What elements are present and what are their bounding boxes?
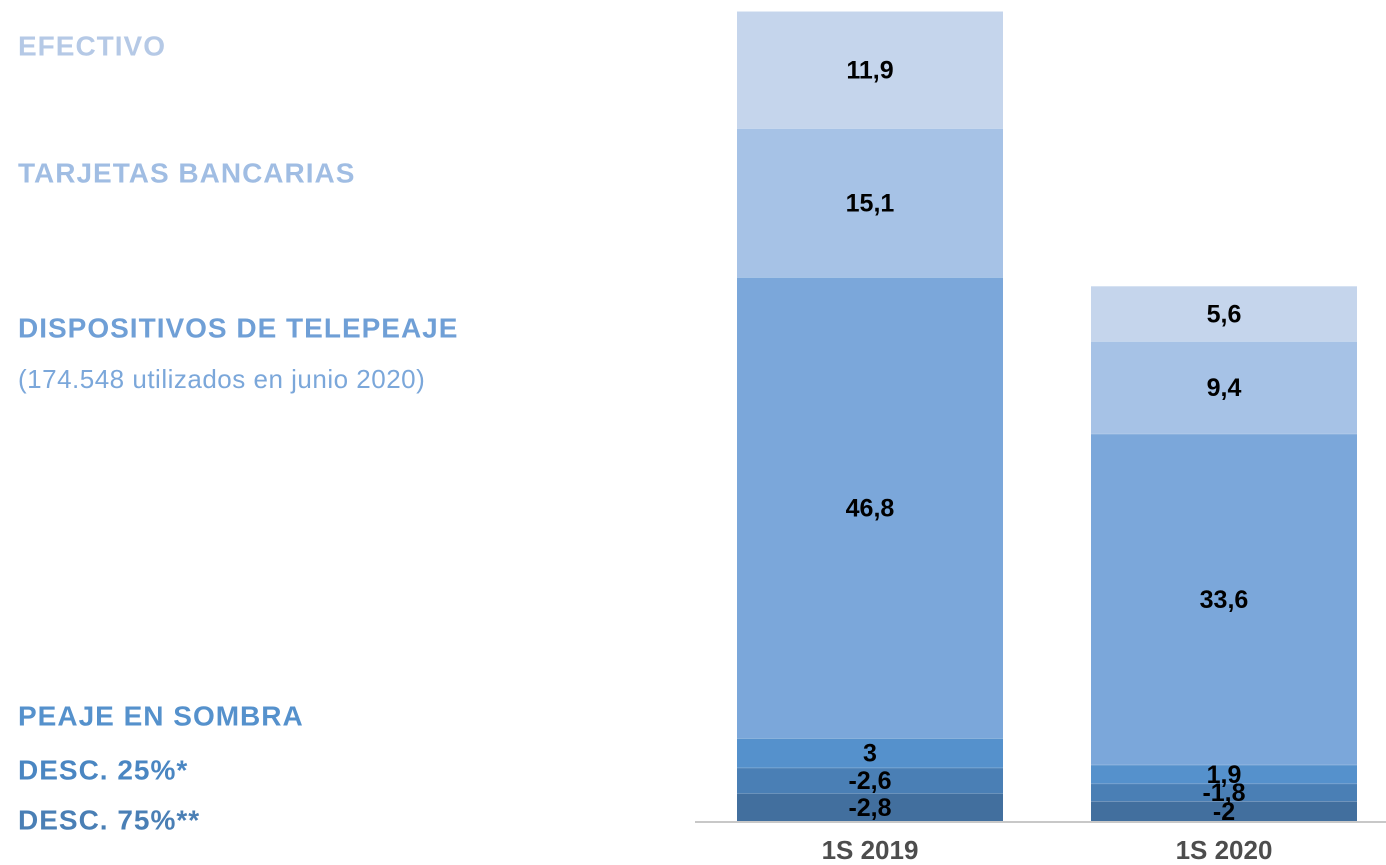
bar-segment [737,128,1003,278]
value-label: 15,1 [846,190,895,218]
bar-segment [1091,433,1357,765]
value-label: -1,8 [1202,779,1245,807]
legend-label: DESC. 25%* [18,754,188,785]
value-label: 33,6 [1200,586,1249,614]
value-label: 46,8 [846,494,895,522]
value-label: -2 [1213,798,1235,826]
annotation: (174.548 utilizados en junio 2020) [18,364,425,394]
bar-segment [1091,341,1357,434]
value-label: 11,9 [846,57,893,85]
value-label: 3 [863,740,877,768]
value-label: 9,4 [1207,374,1242,402]
legend-label: DESC. 75%** [18,804,200,835]
bar-segment [1091,286,1357,342]
bar-segment [1091,764,1357,784]
legend-label: DISPOSITIVOS DE TELEPEAJE [18,312,458,343]
bar-segment [1091,783,1357,802]
value-label: 1,9 [1207,761,1242,789]
value-label: -2,8 [848,794,891,822]
bar-segment [737,738,1003,768]
legend-label: EFECTIVO [18,30,166,61]
legend-label: PEAJE EN SOMBRA [18,700,304,731]
legend-label: TARJETAS BANCARIAS [18,157,355,188]
value-label: -2,6 [848,767,891,795]
bar-segment [737,793,1003,821]
value-label: 5,6 [1207,300,1242,328]
bar-segment [737,277,1003,739]
bar-segment [1091,801,1357,821]
x-tick-label: 1S 2020 [1176,835,1273,865]
x-tick-label: 1S 2019 [822,835,919,865]
bar-segment [737,11,1003,129]
bar-segment [737,767,1003,794]
